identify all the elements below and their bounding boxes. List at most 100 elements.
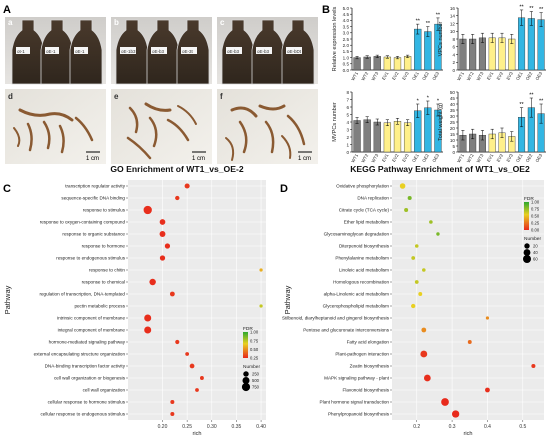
x-tick-label: EV3 xyxy=(401,153,410,163)
scale-label: 1 cm xyxy=(86,156,99,162)
y-axis-label: Relative expression levels xyxy=(332,6,338,71)
legend-size-circle xyxy=(241,382,251,392)
x-tick-label: EV2 xyxy=(496,153,505,163)
enrichment-point xyxy=(423,374,431,382)
go-enrichment-chart: GO Enrichment of WT1_vs_OE-2 0.20 0.25 0.30… xyxy=(3,164,266,436)
pathway-label: regulation of transcription, DNA-templat… xyxy=(39,292,125,297)
legend-fdr-tick: 1.00 xyxy=(531,200,540,205)
pathway-label: Phenylpropanoid biosynthesis xyxy=(328,412,390,417)
legend-number-tick: 40 xyxy=(533,250,538,255)
panel-letter-c: C xyxy=(3,183,11,195)
x-tick-label: OE2 xyxy=(421,153,430,164)
y-tick-label: 2 xyxy=(346,135,349,140)
root-shapes xyxy=(225,104,306,161)
pathway-label: Ether lipid metabolism xyxy=(344,220,389,225)
enrichment-point xyxy=(175,195,180,201)
pathway-label: response to chemical xyxy=(82,280,125,285)
legend-fdr-tick: 0.25 xyxy=(531,221,540,226)
significance-mark: ** xyxy=(426,21,431,27)
pathway-label: Zeatin biosynthesis xyxy=(350,364,390,369)
x-tick-label: EV1 xyxy=(486,153,495,163)
y-axis-label: Total weight (g) xyxy=(438,103,444,141)
y-tick-label: 0.0 xyxy=(343,68,350,73)
bar xyxy=(414,28,422,71)
flask-label: oE-3t xyxy=(182,49,194,54)
y-tick-label: 15 xyxy=(450,132,456,137)
legend-size-circle xyxy=(523,249,531,256)
legend-number-tick: 250 xyxy=(252,372,260,377)
flask-label: oE-1 xyxy=(46,49,56,54)
flask-label: oE-b3 xyxy=(152,49,165,54)
enrichment-point xyxy=(414,244,419,248)
photo-letter: b xyxy=(114,18,119,27)
x-axis-label: rich xyxy=(192,431,201,436)
x-tick-label: WT3 xyxy=(370,71,379,82)
photo-e: 1 cm e xyxy=(111,89,212,164)
y-tick-label: 4 xyxy=(346,120,349,125)
flask-label: oE-1b3 xyxy=(121,49,136,54)
x-tick-label: 0.20 xyxy=(158,424,168,430)
legend-size-circle xyxy=(524,243,530,249)
enrichment-point xyxy=(411,256,416,260)
x-tick-label: 0.5 xyxy=(519,424,526,430)
photo-a: ot-1 oE-1 oE-1 a xyxy=(5,17,106,85)
pathway-label: Flavonoid biosynthesis xyxy=(343,388,390,393)
significance-mark: * xyxy=(417,99,420,105)
significance-mark: ** xyxy=(539,7,544,13)
x-tick-label: OE3 xyxy=(431,153,440,164)
chart-title: GO Enrichment of WT1_vs_OE-2 xyxy=(110,164,243,174)
bar xyxy=(393,57,402,71)
root-shapes xyxy=(126,102,197,160)
y-tick-label: 40 xyxy=(450,102,456,107)
significance-mark: ** xyxy=(519,102,524,108)
bar xyxy=(363,56,371,71)
y-tick-label: 12 xyxy=(450,21,456,26)
panel-letter-a: A xyxy=(3,4,11,16)
bar xyxy=(527,18,535,71)
pathway-label: Linoleic acid metabolism xyxy=(339,268,389,273)
enrichment-point xyxy=(185,352,190,356)
legend-number-tick: 20 xyxy=(533,244,538,249)
x-tick-label: OE3 xyxy=(431,71,440,82)
y-tick-label: 2 xyxy=(452,60,455,65)
pathway-label: Fatty acid elongation xyxy=(347,340,390,345)
enrichment-point xyxy=(169,291,175,297)
x-tick-label: EV1 xyxy=(486,71,495,81)
pathway-label: Plant hormone signal transduction xyxy=(320,400,390,405)
pathway-label: Diterpenoid biosynthesis xyxy=(339,244,390,249)
pathway-label: Glycosaminoglycan degradation xyxy=(324,232,390,237)
enrichment-point xyxy=(175,339,180,345)
y-axis-label: Pathway xyxy=(283,285,292,314)
enrichment-point xyxy=(422,268,426,272)
enrichment-point xyxy=(144,314,152,322)
y-tick-label: 1 xyxy=(346,142,349,147)
enrichment-point xyxy=(143,205,152,215)
x-tick-label: 0.25 xyxy=(182,424,192,430)
enrichment-point xyxy=(418,292,423,296)
pathway-label: response to hormone xyxy=(82,244,126,249)
legend-fdr-tick: 1.00 xyxy=(250,330,259,335)
legend-size-circle xyxy=(523,255,531,263)
enrichment-point xyxy=(189,363,195,369)
enrichment-point xyxy=(184,183,190,189)
x-tick-label: EV2 xyxy=(391,153,400,163)
y-tick-label: 6 xyxy=(346,105,349,110)
x-tick-label: 0.40 xyxy=(256,424,266,430)
pathway-label: cellular response to endogenous stimulus xyxy=(40,412,125,417)
enrichment-point xyxy=(170,399,175,405)
x-tick-label: EV3 xyxy=(505,153,514,163)
pathway-label: integral component of membrane xyxy=(58,328,126,333)
photo-letter: d xyxy=(8,92,13,101)
x-tick-label: WT1 xyxy=(350,153,359,164)
enrichment-point xyxy=(436,232,440,236)
y-tick-label: 7 xyxy=(346,97,349,102)
y-tick-label: 8 xyxy=(452,37,455,42)
pathway-label: Glycerophospholipid metabolism xyxy=(323,304,390,309)
pathway-label: transcription regulator activity xyxy=(65,184,125,189)
enrichment-point xyxy=(159,219,166,225)
enrichment-point xyxy=(485,387,490,393)
bar xyxy=(403,122,412,153)
x-tick-label: WT2 xyxy=(360,71,369,82)
x-tick-label: 0.35 xyxy=(232,424,242,430)
y-axis-label: VPCs number xyxy=(438,21,444,56)
